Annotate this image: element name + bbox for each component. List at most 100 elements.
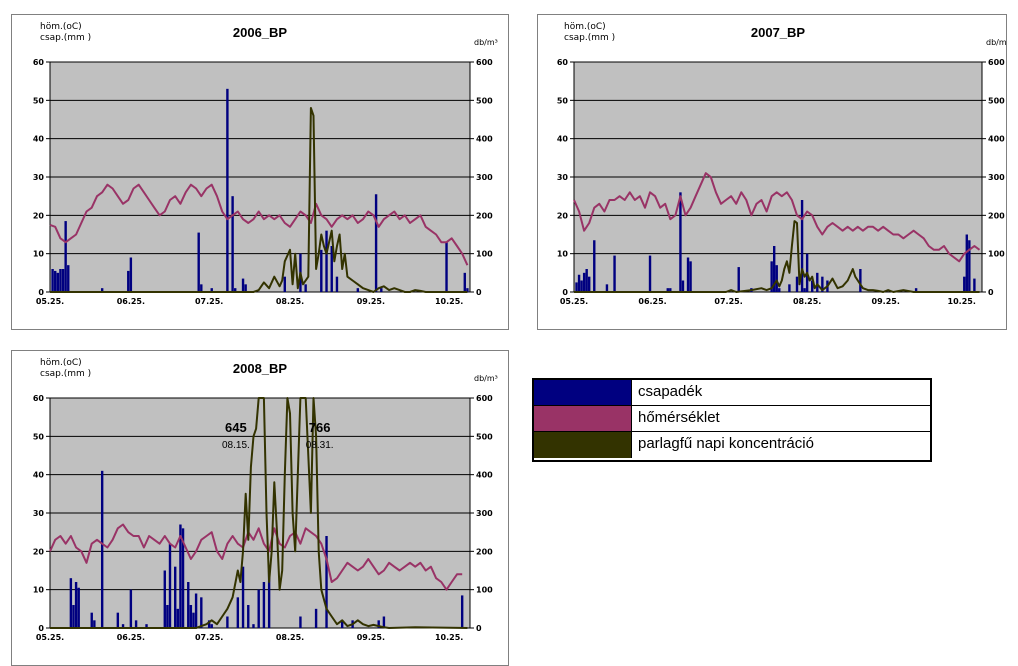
- precipitation-bar: [67, 265, 70, 292]
- chart-title: 2006_BP: [233, 25, 288, 40]
- precipitation-bar: [262, 582, 266, 628]
- precipitation-bar: [816, 272, 819, 292]
- precipitation-bar: [788, 284, 791, 292]
- precipitation-bar: [580, 280, 583, 292]
- peak-date-label: 08.31.: [306, 440, 334, 451]
- y-left-tick-label: 10: [33, 250, 45, 259]
- precipitation-bar: [314, 608, 318, 628]
- precipitation-bar: [968, 240, 971, 292]
- x-tick-label: 06.25.: [117, 633, 145, 642]
- precipitation-bar: [304, 284, 307, 292]
- precipitation-bar: [686, 257, 690, 292]
- legend-swatch-temperature: [534, 406, 632, 431]
- precipitation-bar: [59, 269, 62, 292]
- precipitation-bar: [176, 608, 180, 628]
- legend-row-precipitation: csapadék: [534, 380, 930, 406]
- precipitation-bar: [187, 582, 190, 628]
- temperature-line: [573, 172, 981, 263]
- y-right-tick-label: 500: [476, 96, 493, 105]
- y-right-tick-label: 300: [476, 173, 493, 182]
- precipitation-bar: [234, 288, 237, 292]
- x-tick-label: 05.25.: [36, 297, 64, 306]
- y-right-tick-label: 300: [988, 173, 1005, 182]
- legend-swatch-precipitation: [534, 380, 632, 405]
- y-right-tick-label: 200: [988, 211, 1005, 220]
- y-left-tick-label: 40: [33, 471, 45, 480]
- precipitation-bar: [859, 269, 862, 292]
- precipitation-bar: [460, 595, 464, 628]
- x-tick-label: 07.25.: [714, 297, 742, 306]
- y-left-tick-label: 0: [38, 288, 44, 297]
- chart-panel-2006: 0 10 20 30 40 50 60 0 100 200 300 400 500 600 05.25. 06…: [11, 14, 509, 330]
- y-left-tick-label: 40: [557, 135, 569, 144]
- peak-value-label: 766: [309, 420, 331, 435]
- precipitation-bar: [163, 570, 166, 628]
- precipitation-bar: [737, 267, 740, 292]
- precipitation-bar: [252, 624, 255, 628]
- chart-panel-2008: 0 10 20 30 40 50 60 0 100 200 300 400 500 600 05.25. 06…: [11, 350, 509, 666]
- precipitation-bar: [200, 597, 203, 628]
- y-left-tick-label: 50: [33, 96, 45, 105]
- precipitation-bar: [54, 270, 57, 292]
- precipitation-bar: [575, 282, 578, 292]
- x-tick-label: 05.25.: [560, 297, 588, 306]
- precipitation-bar: [74, 582, 78, 628]
- precipitation-bar: [577, 274, 581, 292]
- precipitation-bar: [380, 288, 383, 292]
- y-left-tick-label: 40: [33, 135, 45, 144]
- precipitation-bar: [382, 616, 386, 628]
- ragweed-line: [574, 220, 980, 293]
- y-left-tick-label: 30: [33, 173, 45, 182]
- precipitation-bar: [803, 288, 806, 292]
- precipitation-bar: [800, 200, 804, 292]
- legend-row-temperature: hőmérséklet: [534, 406, 930, 432]
- precipitation-bar: [145, 624, 148, 628]
- precipitation-bar: [648, 255, 652, 292]
- precipitation-bar: [168, 543, 172, 628]
- precipitation-bar: [605, 284, 609, 292]
- y-right-tick-label: 600: [476, 58, 493, 67]
- y-right-tick-label: 500: [988, 96, 1005, 105]
- precipitation-bar: [77, 587, 80, 628]
- x-tick-label: 09.25.: [872, 297, 900, 306]
- y-right-tick-label: 300: [476, 509, 493, 518]
- precipitation-bar: [772, 246, 776, 292]
- precipitation-bar: [466, 288, 469, 292]
- precipitation-bar: [166, 605, 169, 628]
- x-tick-label: 07.25.: [195, 633, 223, 642]
- left-axis-label-temperature: höm.(oC): [564, 22, 606, 32]
- precipitation-bar: [121, 624, 125, 628]
- precipitation-bar: [965, 234, 968, 292]
- precipitation-bar: [330, 246, 333, 292]
- precipitation-bar: [320, 249, 323, 292]
- right-axis-label: db/m³: [474, 38, 498, 47]
- x-tick-label: 05.25.: [36, 633, 64, 642]
- left-axis-label-precipitation: csap.(mm ): [40, 369, 91, 379]
- precipitation-bar: [325, 536, 328, 628]
- y-right-tick-label: 100: [476, 250, 493, 259]
- x-tick-label: 09.25.: [357, 633, 385, 642]
- ragweed-line: [50, 397, 468, 629]
- legend-label-temperature: hőmérséklet: [638, 409, 720, 426]
- precipitation-bar: [72, 605, 75, 628]
- chart-title: 2008_BP: [233, 361, 288, 376]
- precipitation-bar: [129, 257, 133, 292]
- y-right-tick-label: 400: [988, 135, 1005, 144]
- temperature-line: [49, 523, 463, 591]
- precipitation-bar: [795, 276, 799, 292]
- x-tick-label: 08.25.: [793, 297, 821, 306]
- y-left-tick-label: 20: [33, 211, 45, 220]
- legend-label-ragweed: parlagfű napi koncentráció: [638, 435, 814, 452]
- y-right-tick-label: 600: [988, 58, 1005, 67]
- precipitation-bar: [356, 288, 360, 292]
- precipitation-bar: [374, 194, 378, 292]
- precipitation-bar: [241, 278, 245, 292]
- precipitation-bar: [679, 192, 682, 292]
- x-tick-label: 08.25.: [276, 633, 304, 642]
- right-axis-label: db/m³: [986, 38, 1006, 47]
- left-axis-label-temperature: höm.(oC): [40, 22, 82, 32]
- ragweed-line: [50, 107, 468, 293]
- precipitation-bar: [192, 612, 195, 628]
- left-axis-label-precipitation: csap.(mm ): [40, 33, 91, 43]
